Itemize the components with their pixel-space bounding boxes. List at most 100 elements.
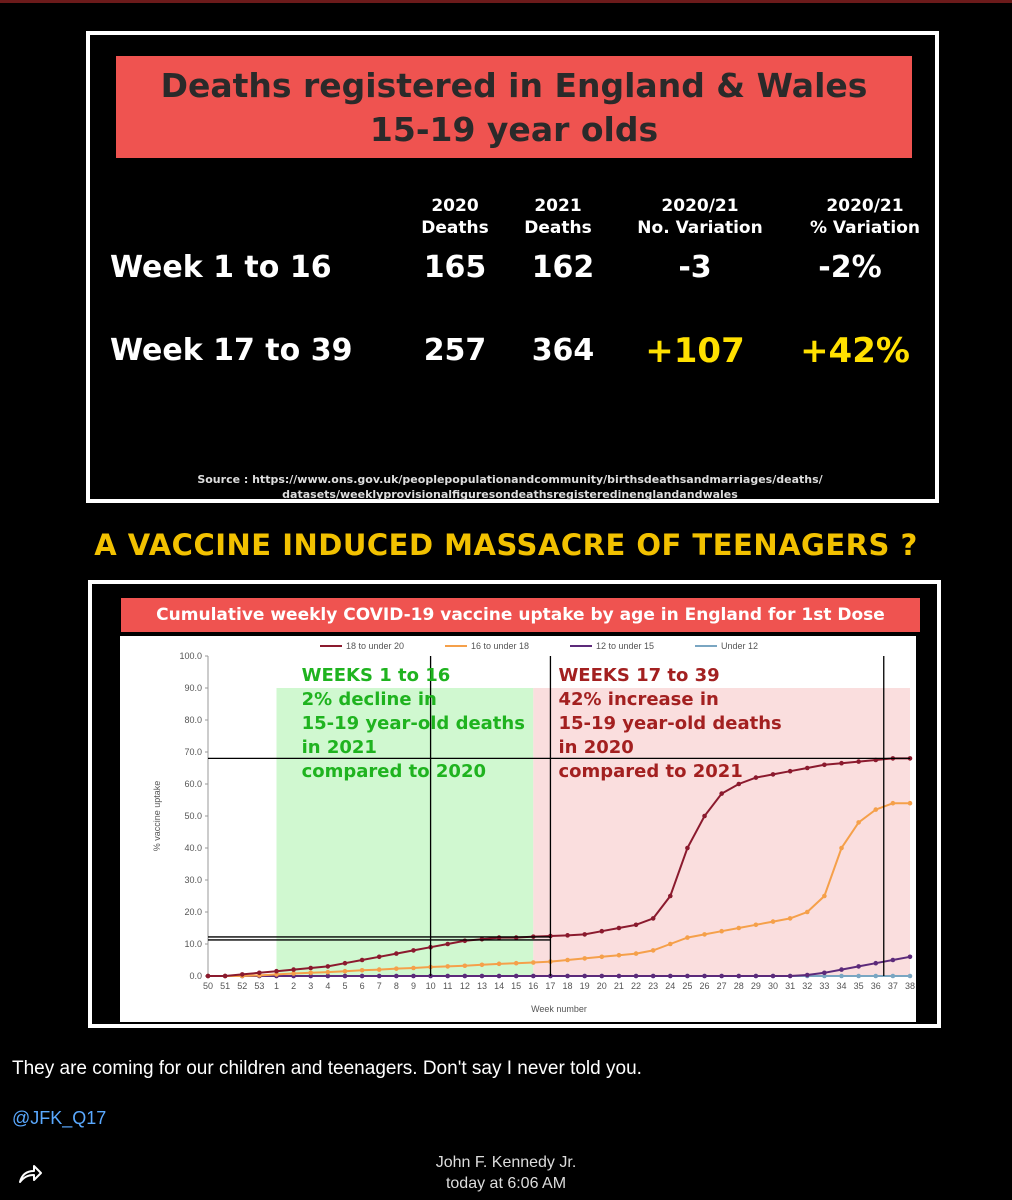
data-point xyxy=(599,954,605,960)
data-point xyxy=(616,925,622,931)
data-point xyxy=(291,971,296,976)
legend-label: Under 12 xyxy=(721,641,758,651)
data-point xyxy=(462,973,468,979)
data-point xyxy=(890,957,896,963)
col-header-percent-variation: 2020/21 % Variation xyxy=(795,195,935,239)
data-point xyxy=(411,965,416,971)
series-line xyxy=(208,757,910,977)
cell-2021-deaths: 364 xyxy=(531,333,595,368)
series-line xyxy=(208,955,911,977)
overlay-green-text: 15-19 year-old deaths xyxy=(302,713,525,734)
data-point xyxy=(702,932,707,937)
col-header-year: 2021 xyxy=(534,196,582,216)
x-tick-label: 2 xyxy=(291,981,296,991)
data-point xyxy=(907,800,913,806)
data-point xyxy=(685,973,690,979)
col-header-label: No. Variation xyxy=(637,218,763,238)
data-point xyxy=(856,759,861,764)
data-point xyxy=(376,954,382,960)
data-point xyxy=(667,893,673,899)
col-header-label: % Variation xyxy=(809,218,921,238)
y-tick-label: 30.0 xyxy=(184,875,202,885)
data-point xyxy=(376,967,382,972)
x-tick-label: 11 xyxy=(443,981,452,991)
row-label-week1-16: Week 1 to 16 xyxy=(110,250,332,285)
cell-number-variation: -3 xyxy=(678,250,712,285)
legend-label: 12 to under 15 xyxy=(596,641,654,651)
data-point xyxy=(616,973,622,979)
x-tick-label: 1 xyxy=(274,981,279,991)
data-point xyxy=(822,970,827,976)
x-tick-label: 30 xyxy=(768,981,778,991)
vaccine-uptake-chart: 0.0 10.0 20.0 30.0 40.0 50.0 60.0 70.0 80.0 90.0 1… xyxy=(152,641,915,1014)
x-tick-label: 31 xyxy=(785,981,795,991)
author-handle-link[interactable]: @JFK_Q17 xyxy=(12,1108,107,1128)
post-timestamp: today at 6:06 AM xyxy=(445,1175,567,1192)
data-point xyxy=(736,925,742,931)
data-point xyxy=(359,957,365,963)
data-point xyxy=(787,916,793,921)
x-tick-label: 23 xyxy=(648,981,658,991)
x-tick-label: 5 xyxy=(342,981,347,991)
x-tick-label: 15 xyxy=(511,981,521,991)
data-point xyxy=(839,973,844,979)
x-tick-label: 27 xyxy=(717,981,727,991)
data-point xyxy=(650,948,656,953)
green-region xyxy=(276,688,534,976)
x-tick-label: 4 xyxy=(325,981,330,991)
x-tick-label: 8 xyxy=(394,981,399,991)
data-point xyxy=(496,973,502,979)
data-point xyxy=(376,973,382,979)
cell-2020-deaths: 165 xyxy=(423,250,487,285)
y-tick-label: 10.0 xyxy=(184,939,202,949)
x-tick-label: 32 xyxy=(802,981,812,991)
x-tick-label: 33 xyxy=(819,981,829,991)
data-point xyxy=(804,972,810,978)
x-tick-label: 26 xyxy=(700,981,710,991)
y-axis-label: % vaccine uptake xyxy=(152,781,162,852)
x-tick-label: 6 xyxy=(360,981,365,991)
data-point xyxy=(890,800,896,806)
x-tick-label: 17 xyxy=(545,981,555,991)
x-tick-label: 20 xyxy=(597,981,607,991)
x-axis-label: Week number xyxy=(531,1004,587,1014)
data-point xyxy=(394,973,399,979)
col-header-2020: 2020 Deaths xyxy=(415,195,495,239)
x-tick-label: 29 xyxy=(751,981,761,991)
data-point xyxy=(736,781,742,787)
data-point xyxy=(531,960,536,965)
y-tick-label: 100.0 xyxy=(179,651,202,661)
y-tick-label: 40.0 xyxy=(184,843,202,853)
data-point xyxy=(308,965,314,971)
data-point xyxy=(667,973,673,979)
x-tick-label: 38 xyxy=(905,981,915,991)
headline: A VACCINE INDUCED MASSACRE OF TEENAGERS … xyxy=(94,528,918,562)
x-tick-label: 50 xyxy=(203,981,213,991)
data-point xyxy=(753,922,759,928)
x-tick-label: 21 xyxy=(614,981,624,991)
data-point xyxy=(856,820,861,825)
legend-label: 18 to under 20 xyxy=(346,641,404,651)
data-point xyxy=(342,973,348,979)
col-header-year: 2020 xyxy=(431,196,479,216)
data-point xyxy=(342,968,348,974)
data-point xyxy=(582,973,587,979)
data-point xyxy=(907,973,913,979)
x-tick-label: 52 xyxy=(237,981,247,991)
x-tick-label: 9 xyxy=(411,981,416,991)
data-point xyxy=(856,964,861,969)
data-point xyxy=(325,964,331,969)
x-tick-label: 18 xyxy=(563,981,573,991)
data-point xyxy=(274,968,279,974)
x-tick-label: 10 xyxy=(426,981,436,991)
x-tick-label: 37 xyxy=(888,981,898,991)
data-point xyxy=(770,772,776,777)
overlay-red-text: compared to 2021 xyxy=(558,761,742,782)
x-tick-label: 22 xyxy=(631,981,641,991)
data-point xyxy=(753,973,759,979)
share-icon[interactable] xyxy=(16,1160,44,1188)
data-point xyxy=(599,973,605,979)
source-line: datasets/weeklyprovisionalfiguresondeath… xyxy=(282,488,738,501)
data-point xyxy=(359,973,365,979)
data-point xyxy=(548,973,553,979)
